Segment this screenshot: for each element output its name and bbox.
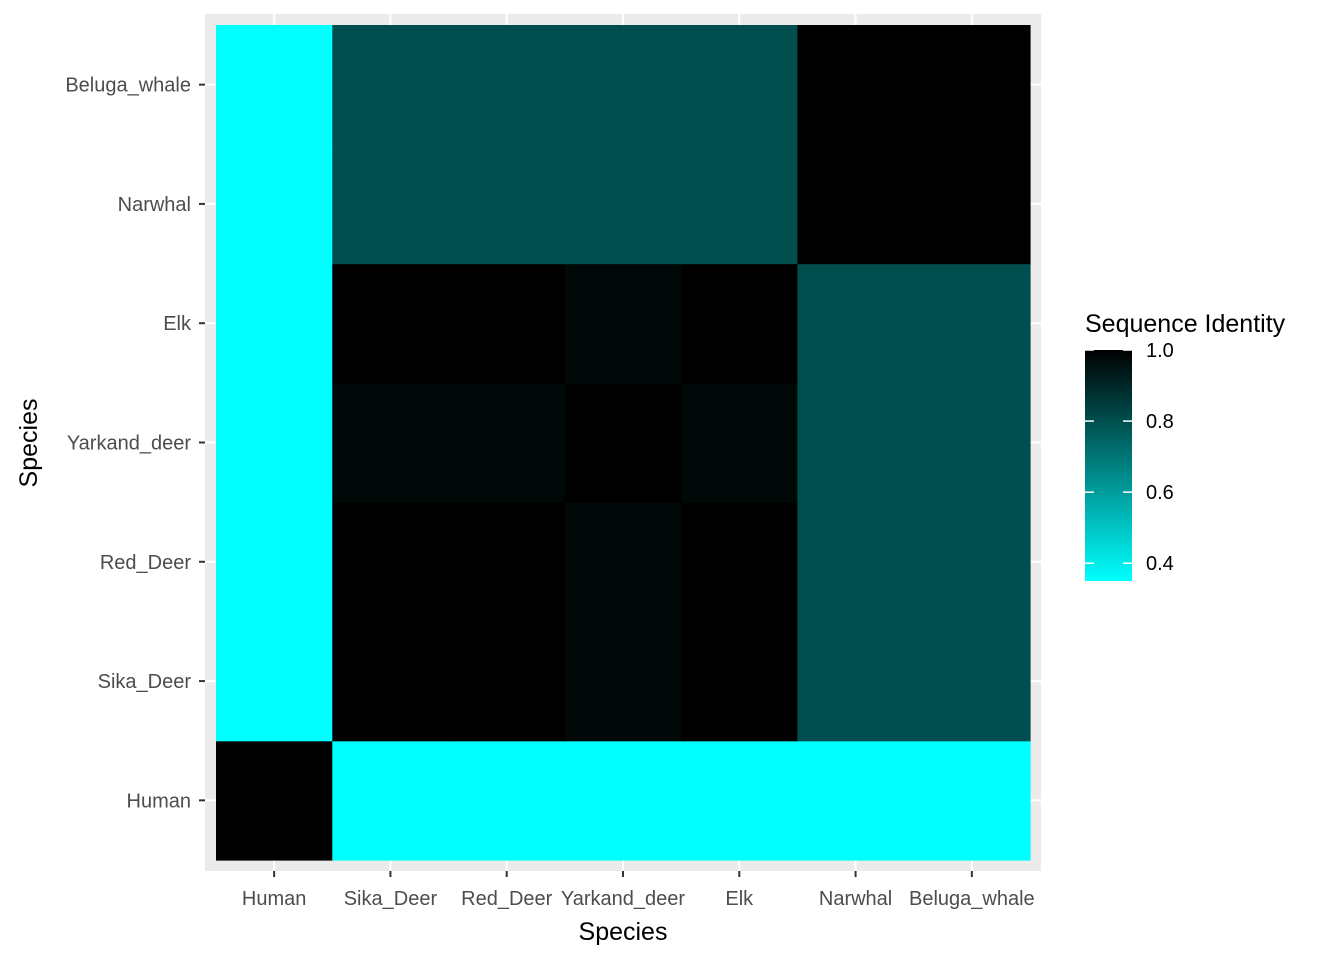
heatmap-cell-sika_deer-sika_deer [332,621,450,742]
y-axis-ticks: Human Sika_Deer Red_Deer Yarkand_deer Elk Nar… [65,75,205,812]
heatmap-cell-yarkand_deer-narwhal [797,382,915,503]
heatmap-cell-beluga_whale-red_deer [448,25,566,145]
y-tick-label: Narwhal [118,194,191,216]
heatmap-cell-beluga_whale-sika_deer [332,25,450,145]
heatmap-cell-elk-yarkand_deer [564,263,682,384]
heatmap-cell-human-beluga_whale [913,740,1031,861]
heatmap-cell-sika_deer-narwhal [797,621,915,742]
heatmap-cell-red_deer-elk [681,502,799,623]
x-tick-label: Beluga_whale [909,888,1035,910]
heatmap-cell-narwhal-yarkand_deer [564,144,682,265]
x-axis-ticks: Human Sika_Deer Red_Deer Yarkand_deer Elk Nar… [242,871,1035,910]
y-axis-title: Species [15,399,43,488]
heatmap-cell-human-human [216,740,333,861]
y-tick-label: Elk [163,313,192,335]
heatmap-cells [216,25,1031,861]
y-tick-label: Beluga_whale [65,75,191,97]
heatmap-cell-sika_deer-yarkand_deer [564,621,682,742]
heatmap-cell-narwhal-sika_deer [332,144,450,265]
heatmap-cell-narwhal-elk [681,144,799,265]
x-tick-label: Elk [725,888,754,910]
legend-title: Sequence Identity [1085,310,1286,338]
heatmap-cell-human-sika_deer [332,740,450,861]
heatmap-cell-elk-narwhal [797,263,915,384]
y-tick-label: Yarkand_deer [67,433,192,455]
heatmap-cell-human-yarkand_deer [564,740,682,861]
heatmap-cell-red_deer-red_deer [448,502,566,623]
heatmap-cell-yarkand_deer-red_deer [448,382,566,503]
heatmap-cell-elk-sika_deer [332,263,450,384]
heatmap-cell-yarkand_deer-beluga_whale [913,382,1031,503]
x-tick-label: Narwhal [819,888,892,910]
x-tick-label: Sika_Deer [344,888,438,910]
heatmap-cell-red_deer-sika_deer [332,502,450,623]
heatmap-cell-red_deer-human [216,502,333,623]
legend-tick-label: 0.8 [1146,411,1174,433]
y-tick-label: Human [127,790,191,812]
heatmap-cell-yarkand_deer-elk [681,382,799,503]
heatmap-cell-narwhal-beluga_whale [913,144,1031,265]
heatmap-cell-elk-elk [681,263,799,384]
heatmap-cell-sika_deer-beluga_whale [913,621,1031,742]
heatmap-cell-human-elk [681,740,799,861]
heatmap-cell-yarkand_deer-yarkand_deer [564,382,682,503]
heatmap-cell-elk-human [216,263,333,384]
heatmap-cell-sika_deer-elk [681,621,799,742]
legend-tick-label: 0.6 [1146,482,1174,504]
heatmap-cell-red_deer-yarkand_deer [564,502,682,623]
heatmap-cell-yarkand_deer-sika_deer [332,382,450,503]
heatmap-cell-beluga_whale-human [216,25,333,145]
heatmap-cell-sika_deer-red_deer [448,621,566,742]
y-tick-label: Sika_Deer [98,671,192,693]
y-tick-label: Red_Deer [100,552,192,574]
legend-ticks: 1.0 0.8 0.6 0.4 [1085,340,1174,575]
x-tick-label: Red_Deer [461,888,553,910]
heatmap-cell-narwhal-narwhal [797,144,915,265]
heatmap-cell-red_deer-narwhal [797,502,915,623]
heatmap-cell-human-red_deer [448,740,566,861]
heatmap-cell-beluga_whale-beluga_whale [913,25,1031,145]
legend-tick-label: 1.0 [1146,340,1174,362]
x-tick-label: Human [242,888,306,910]
x-axis-title: Species [579,918,668,946]
heatmap-cell-beluga_whale-yarkand_deer [564,25,682,145]
heatmap-cell-elk-beluga_whale [913,263,1031,384]
heatmap-cell-yarkand_deer-human [216,382,333,503]
heatmap-cell-red_deer-beluga_whale [913,502,1031,623]
heatmap-cell-narwhal-human [216,144,333,265]
legend: Sequence Identity 1.0 0.8 0.6 0.4 [1085,310,1286,581]
legend-colorbar [1085,350,1132,581]
heatmap-cell-beluga_whale-narwhal [797,25,915,145]
heatmap-cell-narwhal-red_deer [448,144,566,265]
heatmap-cell-beluga_whale-elk [681,25,799,145]
x-tick-label: Yarkand_deer [561,888,686,910]
heatmap-cell-elk-red_deer [448,263,566,384]
heatmap-cell-sika_deer-human [216,621,333,742]
heatmap-cell-human-narwhal [797,740,915,861]
legend-tick-label: 0.4 [1146,553,1174,575]
